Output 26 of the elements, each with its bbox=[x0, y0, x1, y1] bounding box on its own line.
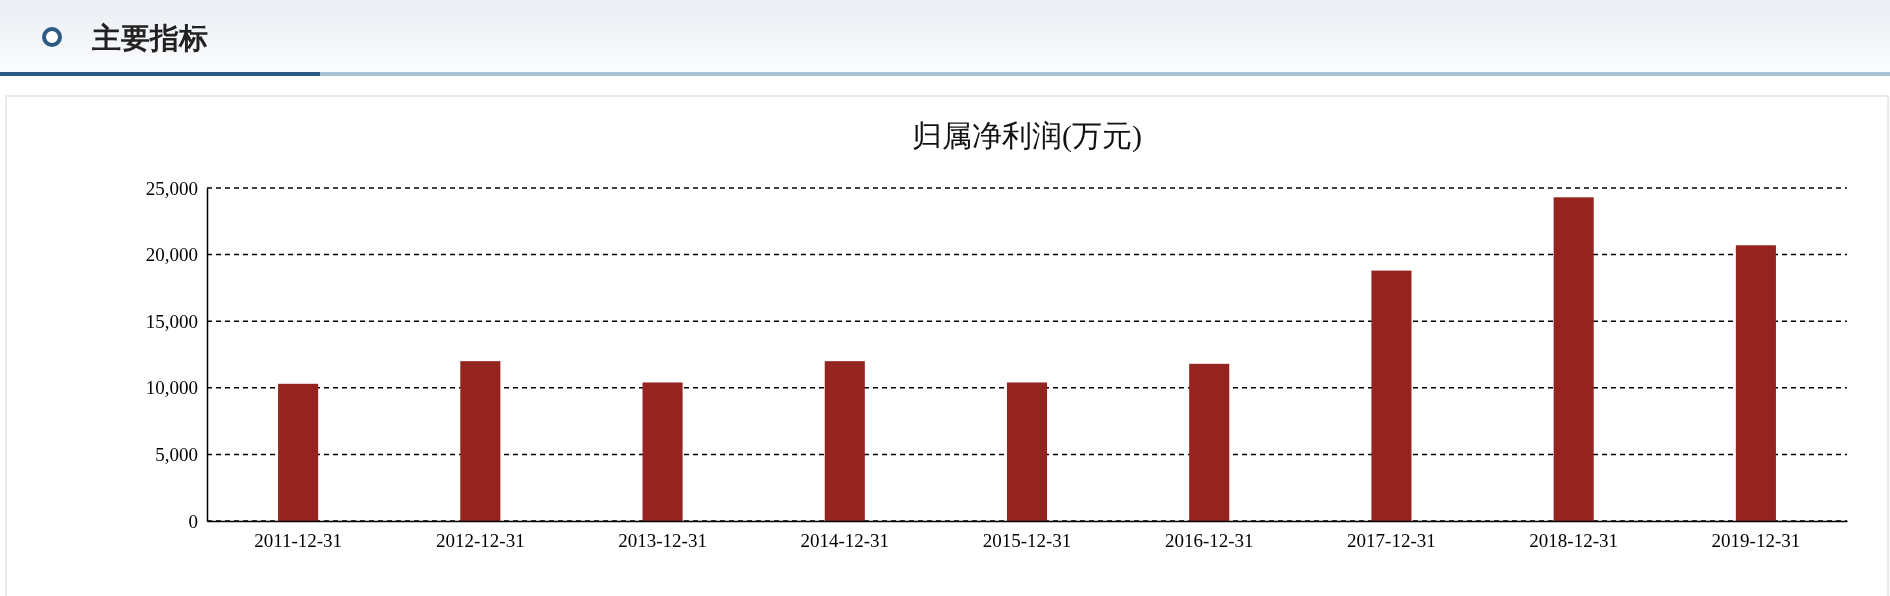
text: 主要指标 bbox=[91, 21, 208, 55]
x-tick-label: 2013-12-31 bbox=[618, 529, 707, 551]
bar bbox=[1189, 363, 1230, 521]
y-tick-label: 20,000 bbox=[145, 244, 198, 266]
x-tick-label: 2016-12-31 bbox=[1164, 529, 1254, 551]
x-tick-label: 2012-12-31 bbox=[436, 529, 525, 551]
y-tick-label: 15,000 bbox=[145, 310, 198, 332]
bar bbox=[278, 383, 319, 521]
bar bbox=[460, 361, 501, 521]
bar bbox=[1006, 382, 1048, 521]
y-tick-label: 25,000 bbox=[145, 177, 198, 199]
bar bbox=[824, 361, 865, 521]
x-tick-label: 2011-12-31 bbox=[254, 529, 343, 551]
bar bbox=[642, 382, 683, 521]
chart-title: 归属净利润(万元) bbox=[912, 119, 1142, 153]
bar bbox=[1371, 270, 1412, 521]
x-tick-label: 2019-12-31 bbox=[1711, 529, 1801, 551]
x-tick-label: 2015-12-31 bbox=[982, 529, 1072, 551]
x-tick-label: 2014-12-31 bbox=[800, 529, 890, 551]
y-tick-label: 0 bbox=[188, 510, 198, 532]
x-tick-label: 2017-12-31 bbox=[1347, 529, 1436, 551]
y-tick-label: 10,000 bbox=[145, 377, 198, 399]
bar bbox=[1735, 245, 1776, 521]
y-tick-label: 5,000 bbox=[155, 443, 198, 465]
bar bbox=[1553, 197, 1594, 521]
x-tick-label: 2018-12-31 bbox=[1529, 529, 1618, 551]
